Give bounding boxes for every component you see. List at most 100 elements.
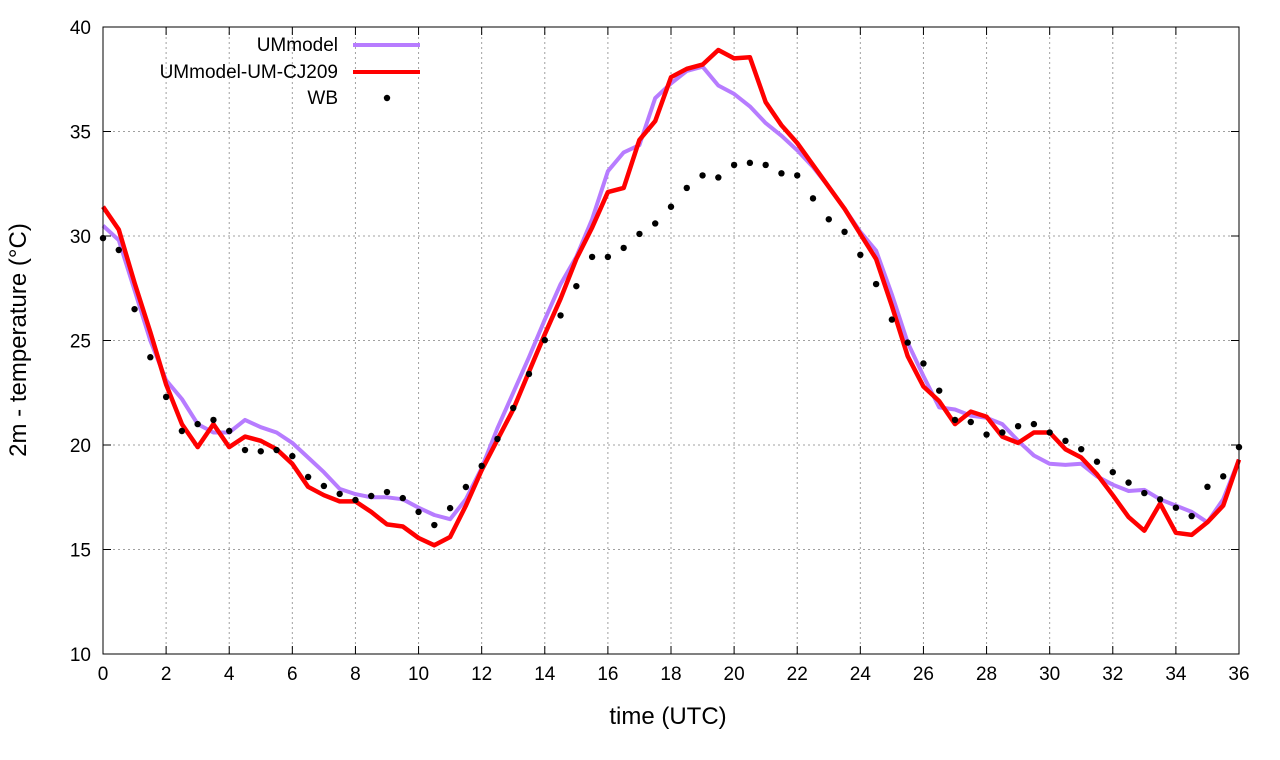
x-tick-label: 0	[98, 664, 109, 685]
data-point-wb	[794, 172, 801, 179]
y-tick-label: 25	[70, 332, 91, 353]
data-point-wb	[257, 448, 264, 455]
data-point-wb	[541, 336, 548, 344]
data-point-wb	[478, 462, 485, 470]
data-point-wb	[1014, 422, 1022, 430]
data-point-wb	[778, 170, 785, 177]
data-point-wb	[999, 429, 1006, 436]
data-point-wb	[730, 161, 738, 169]
x-tick-label: 8	[350, 664, 361, 685]
data-point-wb	[383, 488, 391, 496]
data-point-wb	[920, 360, 927, 367]
data-point-wb	[1062, 437, 1069, 445]
data-point-wb	[510, 404, 517, 412]
x-tick-label: 34	[1165, 664, 1187, 685]
data-point-wb	[636, 230, 643, 238]
data-point-wb	[652, 220, 659, 227]
x-tick-label: 4	[224, 664, 235, 685]
data-point-wb	[620, 244, 627, 252]
data-point-wb	[1172, 504, 1180, 511]
x-tick-label: 14	[534, 664, 556, 685]
data-point-wb	[825, 216, 832, 223]
data-point-wb	[1046, 429, 1053, 436]
data-point-wb	[115, 246, 122, 254]
data-point-wb	[1093, 458, 1101, 465]
data-point-wb	[1109, 468, 1116, 476]
x-tick-label: 28	[976, 664, 997, 685]
data-point-wb	[667, 203, 675, 210]
x-tick-label: 22	[787, 664, 808, 685]
data-point-wb	[573, 282, 580, 290]
data-point-wb	[1156, 496, 1164, 503]
data-point-wb	[210, 416, 217, 424]
x-tick-label: 24	[850, 664, 872, 685]
data-point-wb	[399, 494, 406, 502]
data-point-wb	[431, 521, 438, 529]
data-point-wb	[1204, 483, 1211, 490]
legend-label-umcj209: UMmodel-UM-CJ209	[160, 62, 338, 83]
ticks: 0 2 4 6 8 10 12 14 16 18 20 22 24 26 28 30 32 34 361015202…	[70, 18, 1250, 685]
data-point-wb	[604, 253, 612, 261]
x-axis-label: time (UTC)	[609, 703, 726, 730]
data-point-wb	[131, 305, 138, 313]
y-tick-label: 15	[70, 541, 91, 562]
data-point-wb	[983, 431, 990, 438]
data-point-wb	[226, 427, 233, 435]
data-point-wb	[162, 393, 170, 401]
x-tick-label: 36	[1228, 664, 1249, 685]
data-point-wb	[304, 473, 312, 481]
data-point-wb	[1078, 445, 1085, 453]
x-tick-label: 26	[913, 664, 934, 685]
legend-label-wb: WB	[307, 88, 338, 109]
data-point-wb	[557, 312, 564, 319]
data-point-wb	[1125, 479, 1132, 486]
data-point-wb	[888, 316, 896, 323]
y-tick-label: 30	[70, 227, 91, 248]
data-point-wb	[904, 339, 911, 346]
data-point-wb	[715, 174, 722, 181]
data-point-wb	[494, 435, 501, 443]
series-layer	[99, 47, 1243, 548]
y-tick-label: 10	[70, 645, 91, 666]
data-point-wb	[857, 251, 864, 259]
legend-label-ummodel: UMmodel	[257, 35, 338, 56]
data-point-wb	[273, 446, 280, 454]
data-point-wb	[194, 420, 201, 428]
data-point-wb	[588, 253, 596, 261]
x-tick-label: 18	[660, 664, 681, 685]
data-point-wb	[872, 280, 880, 288]
data-point-wb	[809, 195, 817, 202]
x-tick-label: 32	[1102, 664, 1123, 685]
data-point-wb	[699, 172, 706, 179]
data-point-wb	[841, 228, 848, 236]
legend: UMmodel UMmodel-UM-CJ209 WB	[160, 35, 420, 109]
data-point-wb	[320, 482, 328, 490]
data-point-wb	[289, 452, 296, 460]
legend-swatch-wb	[383, 94, 391, 102]
x-tick-label: 16	[597, 664, 618, 685]
x-tick-label: 10	[408, 664, 429, 685]
data-point-wb	[1030, 420, 1038, 428]
data-point-wb	[683, 184, 690, 192]
data-point-wb	[368, 492, 375, 500]
data-point-wb	[336, 490, 343, 498]
data-point-wb	[446, 504, 454, 512]
data-point-wb	[241, 446, 249, 454]
data-point-wb	[967, 418, 974, 426]
data-point-wb	[746, 159, 754, 167]
data-point-wb	[525, 370, 533, 378]
x-tick-label: 6	[287, 664, 298, 685]
data-point-wb	[147, 354, 154, 361]
data-point-wb	[1220, 473, 1227, 480]
grid	[103, 27, 1239, 654]
data-point-wb	[951, 416, 959, 424]
data-point-wb	[178, 427, 186, 435]
y-tick-label: 40	[70, 18, 91, 39]
data-point-wb	[352, 496, 359, 504]
x-tick-label: 2	[161, 664, 172, 685]
data-point-wb	[936, 387, 943, 394]
x-tick-label: 20	[724, 664, 745, 685]
x-tick-label: 12	[471, 664, 492, 685]
x-tick-label: 30	[1039, 664, 1060, 685]
